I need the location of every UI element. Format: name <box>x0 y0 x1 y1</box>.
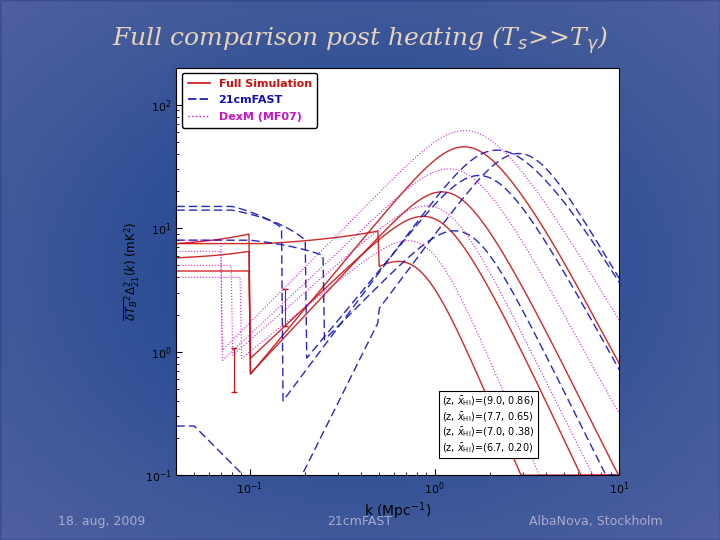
Text: (z, $\bar{x}_{\mathrm{HI}}$)=(9.0, 0.86)
(z, $\bar{x}_{\mathrm{HI}}$)=(7.7, 0.65: (z, $\bar{x}_{\mathrm{HI}}$)=(9.0, 0.86)… <box>442 394 535 455</box>
X-axis label: k (Mpc$^{-1}$): k (Mpc$^{-1}$) <box>364 501 431 522</box>
Text: 18. aug, 2009: 18. aug, 2009 <box>58 515 145 528</box>
Text: 21cmFAST: 21cmFAST <box>328 515 392 528</box>
Text: Full comparison post heating (T$_s$>>T$_\gamma$): Full comparison post heating (T$_s$>>T$_… <box>112 25 608 56</box>
Y-axis label: $\overline{\delta T_B}^2 \Delta^2_{21}(k)\;(\mathrm{mK}^2)$: $\overline{\delta T_B}^2 \Delta^2_{21}(k… <box>122 222 142 321</box>
Legend: Full Simulation, 21cmFAST, DexM (MF07): Full Simulation, 21cmFAST, DexM (MF07) <box>182 73 318 127</box>
Text: AlbaNova, Stockholm: AlbaNova, Stockholm <box>528 515 662 528</box>
